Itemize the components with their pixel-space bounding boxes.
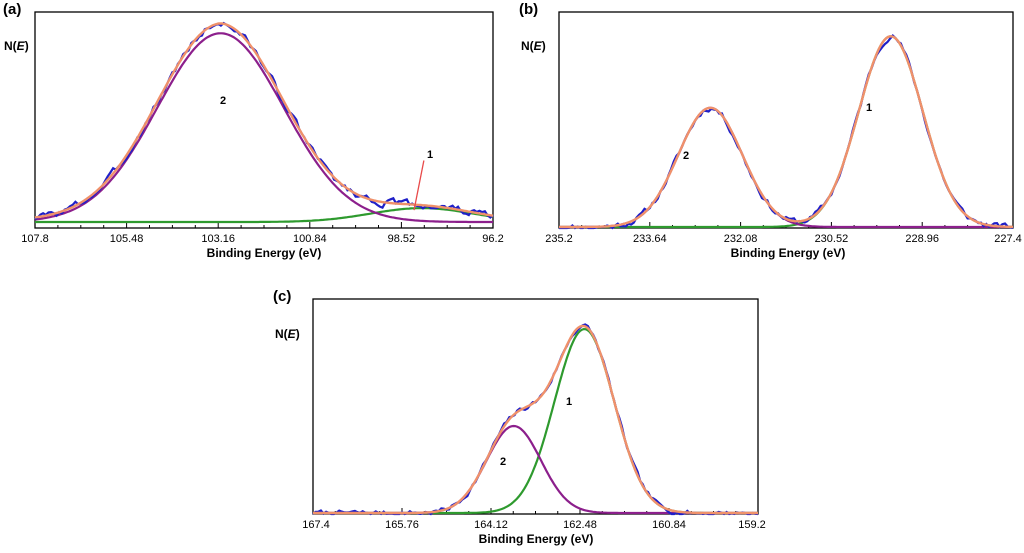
panel-b: (b) N(E) Binding Energy (eV) 235.2 233.6… [519,1,1022,260]
peak-label-1: 1 [866,102,872,114]
peak-label-2: 2 [500,456,506,468]
panel-label-a: (a) [3,1,21,18]
x-tick-label: 96.2 [482,233,503,245]
x-tick-label: 105.48 [110,233,144,245]
x-tick-label: 98.52 [388,233,416,245]
component-peak-1 [559,35,1014,229]
component-peak-2 [559,106,1013,229]
component-peak-1 [35,207,494,224]
fit-envelope-line [34,22,494,219]
plot-frame [34,11,494,229]
x-axis-label-b: Binding Energy (eV) [731,246,846,260]
raw-spectrum-line [559,34,1014,230]
x-tick-label: 230.52 [815,233,849,245]
y-axis-label-b: N(E) [521,39,546,53]
peak-label-2: 2 [220,95,226,107]
raw-spectrum-line [34,21,494,221]
x-tick-label: 227.4 [994,233,1022,245]
x-tick-label: 228.96 [905,233,939,245]
x-tick-label: 103.16 [201,233,235,245]
x-tick-label: 107.8 [21,233,49,245]
plot-frame [312,298,759,515]
x-axis-label-c: Binding Energy (eV) [479,532,594,546]
component-peak-2 [313,424,758,515]
panel-label-c: (c) [273,288,291,305]
fit-envelope-line [559,35,1014,229]
x-ticks-c: 167.4 165.76 164.12 162.48 160.84 159.2 [302,519,766,531]
y-axis-label-a: N(E) [4,39,29,53]
x-tick-label: 165.76 [385,519,419,531]
x-tick-label: 233.64 [633,233,667,245]
component-peak-2 [34,32,493,224]
y-axis-label-c: N(E) [275,327,300,341]
panel-a: (a) N(E) Binding Energy (eV) 107.8 105.4… [3,1,504,260]
y-axis-label-italic-c: E [288,327,297,341]
x-ticks-b: 235.2 233.64 232.08 230.52 228.96 227.4 [545,233,1022,245]
y-axis-label-italic-a: E [17,39,26,53]
y-axis-label-italic-b: E [534,39,543,53]
x-tick-label: 235.2 [545,233,573,245]
x-tick-label: 162.48 [563,519,597,531]
component-peak-1 [313,327,758,515]
fit-envelope-line [313,324,758,515]
x-tick-label: 160.84 [652,519,686,531]
x-tick-label: 232.08 [724,233,758,245]
x-tick-label: 164.12 [474,519,508,531]
panel-label-b: (b) [519,1,538,18]
peak-label-1: 1 [427,149,433,161]
x-tick-label: 159.2 [738,519,766,531]
raw-spectrum-line [312,323,759,516]
x-axis-label-a: Binding Energy (eV) [207,246,322,260]
x-ticks-a: 107.8 105.48 103.16 100.84 98.52 96.2 [21,233,503,245]
x-tick-label: 100.84 [293,233,327,245]
peak-label-2: 2 [683,150,689,162]
peak-label-1: 1 [566,396,572,408]
peak-pointer-line [413,160,425,211]
plot-frame [558,11,1014,229]
x-tick-label: 167.4 [302,519,330,531]
panel-c: (c) N(E) Binding Energy (eV) 167.4 165.7… [273,288,766,546]
